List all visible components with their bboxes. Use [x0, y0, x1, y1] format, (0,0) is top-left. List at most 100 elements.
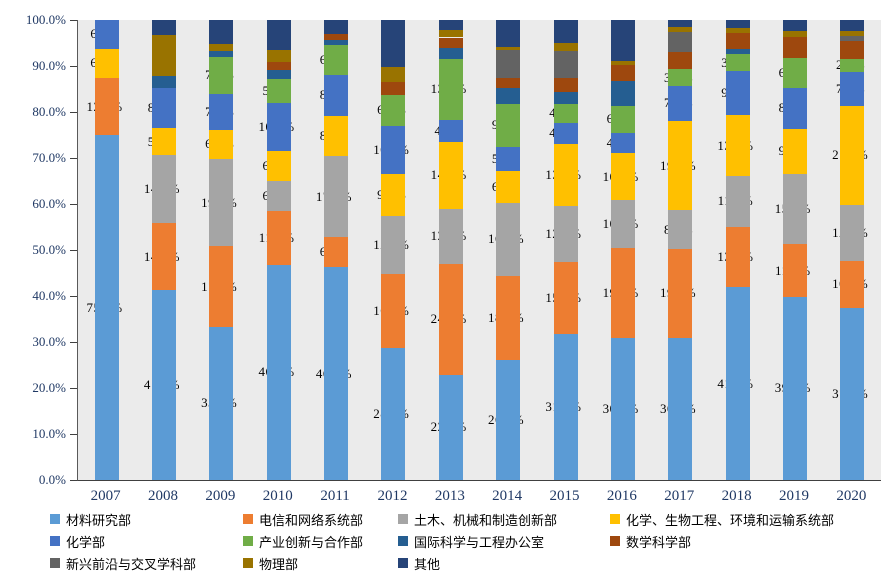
bar-segment — [266, 50, 291, 62]
bar-segment — [324, 115, 349, 157]
bar-segment — [496, 360, 521, 480]
legend: 材料研究部 电信和网络系统部 土木、机械和制造创新部 化学、生物工程、环境和运输系统部… — [50, 508, 870, 574]
bar-group-2020 — [840, 20, 865, 480]
x-axis-label: 2018 — [721, 488, 752, 504]
bar-segment — [496, 20, 521, 48]
legend-swatch — [50, 514, 60, 524]
bar-segment — [496, 202, 521, 277]
bar-segment — [610, 152, 635, 201]
bar-segment — [152, 128, 177, 156]
y-tick-label: 70.0% — [32, 150, 66, 165]
bar-segment — [266, 70, 291, 80]
legend-item: 新兴前沿与交叉学科部 — [50, 554, 243, 573]
bar-segment — [610, 247, 635, 339]
bar-segment — [381, 20, 406, 67]
bar-segment — [610, 61, 635, 65]
y-tick-mark — [70, 250, 77, 251]
bar-group-2009 — [209, 20, 234, 480]
bar-segment — [610, 338, 635, 480]
legend-label: 数学科学部 — [626, 535, 692, 551]
y-tick-label: 90.0% — [32, 58, 66, 73]
legend-label: 物理部 — [259, 557, 299, 573]
bar-segment — [209, 246, 234, 327]
bar-segment — [438, 141, 463, 209]
bar-segment — [668, 210, 693, 249]
bar-segment — [840, 106, 865, 205]
bar-segment — [324, 20, 349, 35]
y-tick-mark — [70, 112, 77, 113]
bar-segment — [668, 52, 693, 69]
y-tick-mark — [70, 296, 77, 297]
legend-item: 物理部 — [243, 554, 398, 573]
bar-group-2010 — [266, 20, 291, 480]
bar-segment — [266, 61, 291, 71]
y-tick-label: 30.0% — [32, 334, 66, 349]
bar-segment — [610, 81, 635, 106]
bar-segment — [553, 92, 578, 104]
bar-segment — [840, 204, 865, 261]
bar-segment — [152, 155, 177, 223]
bar-segment — [438, 374, 463, 480]
bar-segment — [725, 48, 750, 55]
y-tick-mark — [70, 20, 77, 21]
bar-segment — [381, 66, 406, 83]
legend-label: 国际科学与工程办公室 — [414, 535, 545, 551]
bar-segment — [553, 122, 578, 145]
bar-group-2011 — [324, 20, 349, 480]
legend-label: 电信和网络系统部 — [259, 513, 364, 529]
y-tick-label: 20.0% — [32, 380, 66, 395]
bar-segment — [553, 50, 578, 79]
bar-segment — [610, 133, 635, 153]
legend-swatch — [398, 514, 408, 524]
bar-segment — [266, 79, 291, 104]
bar-segment — [266, 264, 291, 480]
bar-segment — [266, 151, 291, 181]
bar-segment — [438, 119, 463, 142]
bar-segment — [725, 28, 750, 33]
bar-segment — [668, 68, 693, 87]
x-axis-label: 2011 — [320, 488, 350, 504]
legend-swatch — [398, 536, 408, 546]
y-tick-label: 10.0% — [32, 426, 66, 441]
bar-segment — [668, 248, 693, 339]
x-axis-label: 2013 — [434, 488, 465, 504]
bar-segment — [438, 47, 463, 59]
y-tick-mark — [70, 480, 77, 481]
legend-swatch — [243, 558, 253, 568]
bar-segment — [668, 26, 693, 32]
bar-group-2019 — [782, 20, 807, 480]
legend-item: 数学科学部 — [610, 532, 870, 551]
bar-segment — [381, 82, 406, 95]
bar-segment — [209, 20, 234, 44]
bar-segment — [725, 54, 750, 72]
x-axis-label: 2007 — [90, 488, 121, 504]
bar-segment — [152, 75, 177, 88]
y-tick-mark — [70, 158, 77, 159]
bar-segment — [840, 20, 865, 32]
bar-segment — [725, 20, 750, 29]
bar-segment — [381, 347, 406, 480]
legend-label: 新兴前沿与交叉学科部 — [66, 557, 197, 573]
bar-segment — [152, 20, 177, 36]
y-tick-mark — [70, 434, 77, 435]
legend-swatch — [50, 536, 60, 546]
y-tick-mark — [70, 342, 77, 343]
y-tick-mark — [70, 204, 77, 205]
bar-group-2016 — [610, 20, 635, 480]
legend-swatch — [610, 536, 620, 546]
bar-segment — [553, 20, 578, 43]
bar-segment — [668, 31, 693, 53]
bar-segment — [438, 20, 463, 31]
bar-segment — [782, 173, 807, 245]
bar-group-2013 — [438, 20, 463, 480]
legend-item: 电信和网络系统部 — [243, 510, 398, 529]
bar-segment — [381, 215, 406, 274]
x-axis-label: 2020 — [836, 488, 867, 504]
legend-swatch — [398, 558, 408, 568]
bar-segment — [438, 37, 463, 48]
bar-group-2012 — [381, 20, 406, 480]
x-axis-label: 2008 — [148, 488, 179, 504]
bar-segment — [152, 290, 177, 480]
legend-item: 化学部 — [50, 532, 243, 551]
x-axis-label: 2009 — [205, 488, 236, 504]
